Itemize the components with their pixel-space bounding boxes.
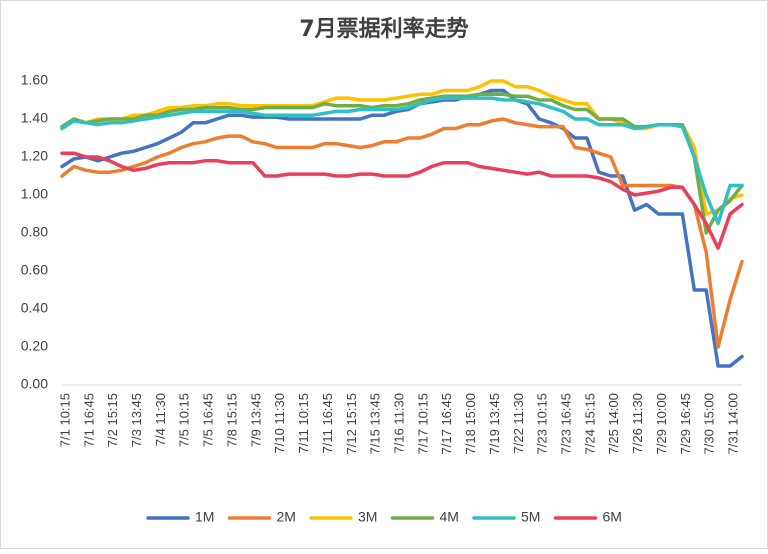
x-tick-label: 7/11 16:45: [320, 393, 335, 453]
y-tick-label: 1.00: [21, 186, 48, 202]
y-tick-label: 1.20: [21, 148, 48, 164]
x-tick-label: 7/29 16:45: [678, 393, 693, 454]
y-tick-label: 0.20: [21, 338, 48, 354]
legend-label: 1M: [195, 509, 214, 525]
y-tick-label: 1.60: [21, 72, 48, 88]
legend-label: 4M: [440, 509, 459, 525]
x-tick-label: 7/17 16:45: [439, 393, 454, 454]
x-tick-label: 7/9 13:45: [248, 393, 263, 447]
x-tick-label: 7/25 14:00: [606, 393, 621, 454]
x-tick-label: 7/16 11:30: [391, 393, 406, 453]
x-tick-label: 7/10 11:30: [272, 393, 287, 453]
y-tick-label: 1.40: [21, 110, 48, 126]
x-tick-label: 7/23 10:15: [535, 393, 550, 454]
x-tick-label: 7/11 10:15: [296, 393, 311, 453]
x-tick-label: 7/1 10:15: [57, 393, 72, 447]
x-tick-label: 7/12 15:15: [344, 393, 359, 454]
x-tick-label: 7/23 16:45: [558, 393, 573, 454]
x-tick-label: 7/15 13:45: [368, 393, 383, 454]
x-tick-label: 7/17 10:15: [415, 393, 430, 454]
x-tick-label: 7/5 10:15: [177, 393, 192, 447]
y-tick-label: 0.40: [21, 300, 48, 316]
x-tick-label: 7/3 13:45: [129, 393, 144, 447]
x-tick-label: 7/29 10:00: [654, 393, 669, 454]
series-line: [60, 117, 744, 349]
x-tick-label: 7/2 15:15: [105, 393, 120, 447]
y-tick-label: 0.60: [21, 262, 48, 278]
series-line: [60, 151, 744, 250]
x-tick-label: 7/24 15:15: [582, 393, 597, 454]
chart-title: 7月票据利率走势: [299, 16, 468, 42]
x-tick-label: 7/30 15:00: [702, 393, 717, 454]
x-tick-label: 7/26 11:30: [630, 393, 645, 453]
x-tick-label: 7/4 11:30: [153, 393, 168, 446]
legend-label: 3M: [358, 509, 377, 525]
legend-label: 5M: [521, 509, 540, 525]
x-tick-label: 7/18 15:00: [463, 393, 478, 454]
legend-label: 2M: [277, 509, 296, 525]
x-tick-label: 7/22 11:30: [511, 393, 526, 453]
x-tick-label: 7/1 16:45: [81, 393, 96, 447]
x-tick-label: 7/5 16:45: [201, 393, 216, 447]
y-tick-label: 0.00: [21, 376, 48, 392]
series-line: [60, 96, 744, 226]
legend-label: 6M: [603, 509, 622, 525]
x-tick-label: 7/31 14:00: [726, 393, 741, 454]
x-tick-label: 7/8 15:15: [224, 393, 239, 447]
y-tick-label: 0.80: [21, 224, 48, 240]
series-line: [60, 92, 744, 235]
x-tick-label: 7/19 13:45: [487, 393, 502, 454]
